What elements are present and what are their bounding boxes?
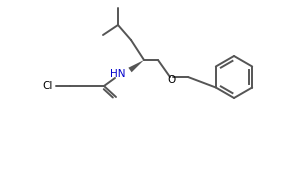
Text: O: O xyxy=(167,75,175,85)
Text: HN: HN xyxy=(110,69,126,79)
Polygon shape xyxy=(128,60,144,72)
Text: Cl: Cl xyxy=(43,81,53,91)
